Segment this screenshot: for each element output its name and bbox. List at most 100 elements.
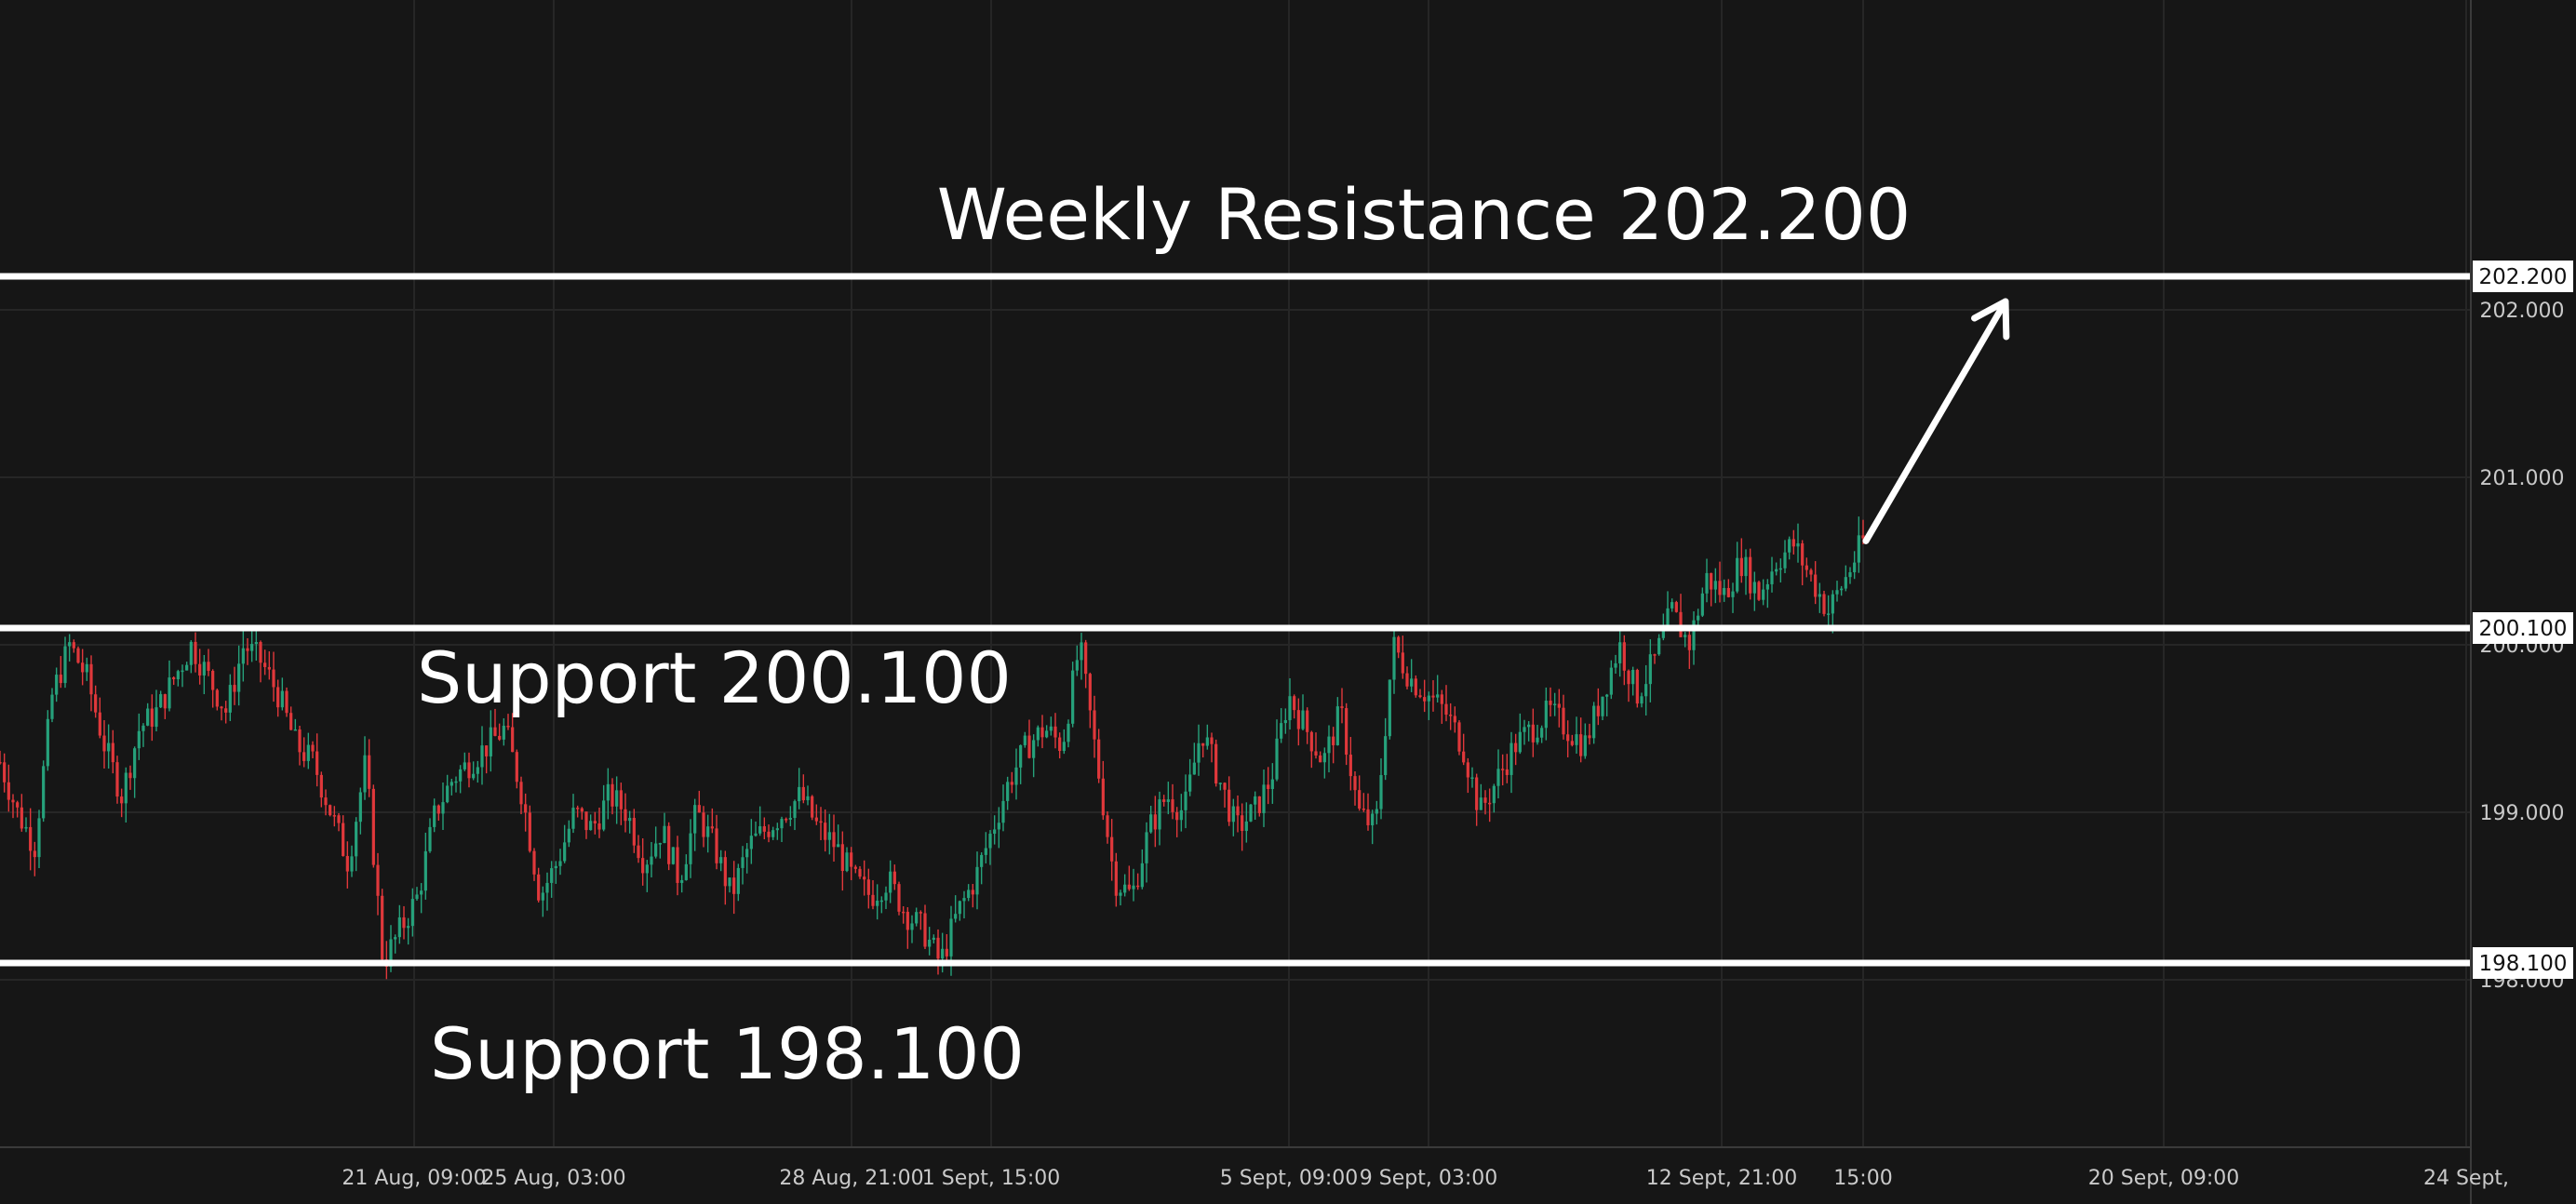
candle-body — [1783, 552, 1787, 569]
candle-body — [137, 730, 141, 749]
candle-body — [1088, 674, 1092, 711]
candle-body — [728, 877, 731, 887]
candle-body — [1171, 799, 1174, 812]
candle-body — [1449, 715, 1453, 716]
candle-body — [767, 831, 771, 837]
candle-body — [1453, 716, 1456, 723]
candle-body — [428, 826, 432, 851]
price-badges: 202.200 200.100 198.100 — [2473, 261, 2573, 979]
candle-body — [371, 788, 375, 865]
candle-body — [984, 848, 987, 855]
candle-body — [228, 685, 232, 713]
candle-body — [923, 913, 927, 947]
candle-body — [1314, 751, 1318, 756]
candle-body — [806, 796, 810, 801]
candle-body — [506, 725, 510, 728]
candle-body — [563, 842, 567, 862]
candle-body — [850, 852, 853, 867]
candle-body — [801, 786, 805, 801]
candle-body — [1653, 654, 1657, 656]
candle-body — [793, 801, 797, 819]
candle-body — [945, 948, 948, 957]
candle-body — [1479, 797, 1483, 810]
candle-body — [1053, 726, 1057, 738]
candle-body — [1770, 571, 1774, 584]
candle-body — [928, 939, 932, 947]
candle-body — [663, 825, 666, 844]
candle-body — [276, 687, 280, 708]
time-tick-label: 28 Aug, 21:00 — [779, 1167, 923, 1190]
candle-body — [254, 642, 258, 645]
candle-body — [1401, 652, 1404, 674]
candle-body — [1483, 797, 1487, 803]
candle-body — [645, 864, 649, 874]
candle-body — [402, 916, 406, 929]
candle-body — [29, 826, 33, 851]
candle-body — [941, 948, 945, 959]
candle-body — [962, 898, 966, 902]
candle-body — [1084, 642, 1088, 675]
candle-body — [1322, 753, 1326, 763]
price-badge-label: 200.100 — [2478, 617, 2567, 641]
price-badge — [2473, 612, 2573, 644]
candle-body — [997, 823, 1000, 830]
price-tick-label: 202.000 — [2480, 300, 2565, 323]
candle-body — [732, 877, 736, 894]
candle-body — [1327, 736, 1331, 754]
candle-body — [754, 833, 758, 836]
candle-body — [72, 642, 75, 649]
candle-body — [1106, 815, 1109, 837]
candle-body — [1488, 802, 1492, 805]
price-tick-label: 199.000 — [2480, 802, 2565, 825]
candle-body — [775, 828, 779, 831]
candle-body — [1184, 791, 1187, 810]
candle-body — [1032, 740, 1036, 758]
candle-body — [993, 829, 997, 835]
candle-body — [1553, 703, 1557, 705]
candle-body — [441, 802, 445, 814]
candle-body — [1848, 572, 1852, 578]
candle-body — [1523, 727, 1526, 732]
candle-body — [576, 808, 580, 809]
candle-body — [1583, 735, 1587, 756]
candle-body — [902, 911, 906, 914]
candle-body — [988, 834, 992, 849]
candle-body — [814, 817, 818, 822]
candle-body — [1765, 583, 1769, 590]
candle-body — [1475, 777, 1479, 810]
candle-body — [684, 863, 688, 880]
candle-body — [680, 879, 684, 883]
candle-body — [1149, 814, 1153, 833]
candle-body — [1835, 590, 1839, 595]
candle-body — [163, 694, 167, 709]
candle-body — [185, 664, 189, 671]
candle-body — [81, 662, 85, 673]
time-tick-label: 15:00 — [1833, 1167, 1892, 1190]
candle-body — [50, 694, 54, 719]
candle-body — [42, 766, 46, 819]
candle-body — [840, 844, 844, 872]
candle-body — [1418, 695, 1422, 698]
candle-body — [1353, 776, 1357, 791]
candle-body — [967, 890, 971, 899]
candle-body — [1457, 722, 1461, 752]
candle-body — [146, 708, 150, 726]
candle-body — [1822, 594, 1826, 614]
candle-body — [1692, 620, 1696, 650]
candle-body — [1540, 728, 1544, 738]
candle-body — [1197, 742, 1201, 763]
time-tick-label: 12 Sept, 21:00 — [1646, 1167, 1797, 1190]
candle-body — [1067, 723, 1070, 742]
candle-body — [111, 742, 114, 763]
candle-body — [463, 762, 466, 769]
candle-body — [68, 642, 72, 647]
candle-body — [1179, 809, 1183, 821]
candle-body — [498, 735, 502, 740]
candle-body — [1132, 885, 1135, 890]
candle-body — [107, 742, 111, 752]
candle-body — [250, 644, 254, 651]
candle-body — [706, 826, 710, 837]
candle-body — [0, 762, 2, 764]
